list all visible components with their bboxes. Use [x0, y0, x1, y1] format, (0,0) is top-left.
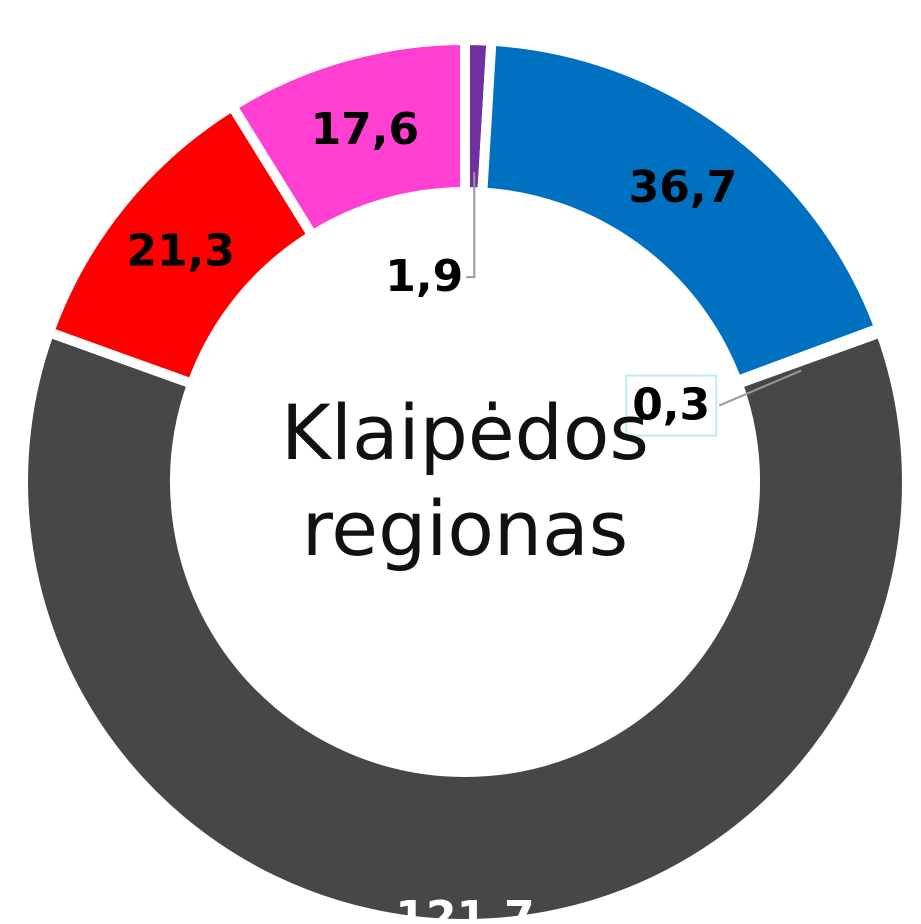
label-box [625, 374, 718, 437]
data-label: 21,3 [126, 226, 235, 277]
donut-slice [18, 325, 912, 924]
leader-line [718, 369, 802, 407]
chart-title: Klaipėdos regionas [281, 388, 649, 573]
data-label: 0,3 [632, 380, 710, 431]
leader-line [466, 172, 476, 279]
data-label: 1,9 [385, 251, 463, 302]
donut-slice [477, 35, 886, 388]
data-label: 36,7 [629, 162, 738, 213]
data-label: 17,6 [311, 104, 420, 155]
donut-slice [225, 34, 470, 243]
data-label: 121,7 [395, 892, 534, 924]
